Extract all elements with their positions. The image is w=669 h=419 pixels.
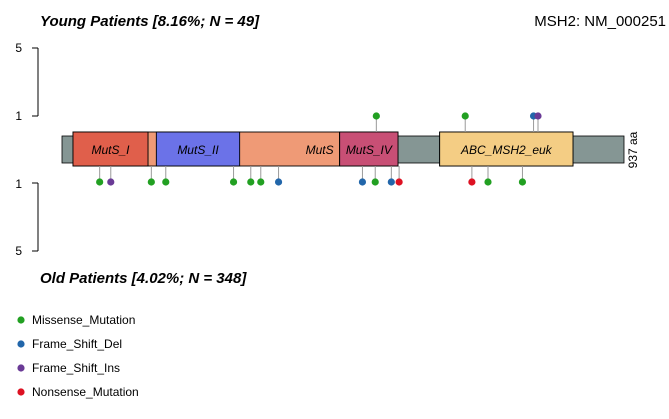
bottom-mutation-point [371, 178, 379, 186]
domain-box-abc-msh2-euk [439, 131, 574, 167]
domain-box-muts-iv [339, 131, 399, 167]
legend-label-frame-shift-ins: Frame_Shift_Ins [32, 361, 120, 375]
top-y-tick-1: 1 [15, 109, 22, 123]
bottom-mutation-point [96, 178, 104, 186]
young-patients-title: Young Patients [8.16%; N = 49] [40, 13, 260, 30]
bottom-mutation-point [395, 178, 403, 186]
domain-label-muts-i: MutS_I [91, 143, 130, 157]
bottom-mutation-point [257, 178, 265, 186]
domain-label-muts-iv: MutS_IV [346, 143, 393, 157]
bottom-mutation-point [229, 178, 238, 186]
bottom-y-tick-1: 1 [15, 177, 22, 191]
old-patients-title: Old Patients [4.02%; N = 348] [40, 270, 247, 287]
top-mutation-point [534, 112, 542, 120]
legend-label-missense-mutation: Missense_Mutation [32, 313, 135, 327]
legend-label-nonsense-mutation: Nonsense_Mutation [32, 385, 139, 399]
legend-swatch-frame-shift-del [17, 340, 25, 348]
domain-label-muts: MutS [306, 143, 334, 157]
legend-swatch-frame-shift-ins [17, 364, 25, 372]
domain-label-muts-ii: MutS_II [177, 143, 219, 157]
top-y-axis [32, 47, 39, 117]
top-y-tick-5: 5 [15, 41, 22, 55]
bottom-mutation-point [274, 178, 283, 186]
protein-length-label: 937 aa [626, 131, 640, 168]
bottom-mutation-point [147, 178, 155, 186]
legend-swatch-nonsense-mutation [17, 388, 25, 396]
top-mutation-point [372, 112, 380, 120]
bottom-mutation-point [107, 178, 115, 186]
bottom-mutation-point [387, 178, 395, 186]
lollipop-layer [96, 112, 542, 186]
bottom-mutation-point [468, 178, 476, 186]
bottom-mutation-point [247, 178, 255, 186]
legend-label-frame-shift-del: Frame_Shift_Del [32, 337, 122, 351]
domain-layer: MutS_I MutS_II MutS MutS_IV ABC_MSH2_euk [72, 131, 574, 167]
domain-box-muts-ii [155, 131, 241, 167]
top-mutation-point [461, 112, 469, 120]
bottom-mutation-point [484, 178, 492, 186]
bottom-mutation-point [358, 178, 367, 186]
bottom-mutation-point [518, 178, 527, 186]
bottom-mutation-point [162, 178, 170, 186]
legend: Missense_Mutation Frame_Shift_Del Frame_Sh… [17, 313, 139, 399]
bottom-y-axis [32, 182, 39, 252]
bottom-y-tick-5: 5 [15, 244, 22, 258]
gene-label: MSH2: NM_000251 [534, 13, 666, 30]
legend-swatch-missense-mutation [17, 316, 25, 324]
domain-label-abc-msh2-euk: ABC_MSH2_euk [460, 143, 553, 157]
domain-box-muts-i [72, 131, 149, 167]
